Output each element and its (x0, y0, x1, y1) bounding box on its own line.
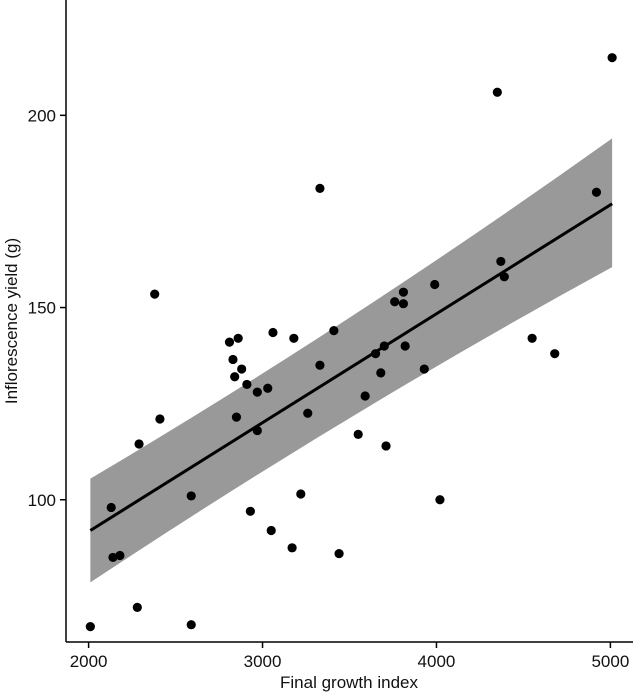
x-tick-label: 3000 (244, 652, 282, 671)
data-point (379, 341, 389, 351)
data-point (134, 439, 144, 449)
data-point (287, 543, 297, 553)
data-point (376, 368, 386, 378)
data-point (390, 297, 400, 307)
data-point (242, 379, 252, 390)
data-point (263, 383, 273, 393)
data-points (85, 53, 617, 632)
data-point (370, 349, 381, 359)
x-tick-label: 2000 (70, 652, 108, 671)
data-point (496, 256, 506, 267)
data-point (186, 620, 196, 630)
data-point (108, 552, 118, 563)
data-point (186, 491, 196, 501)
data-point (155, 414, 165, 424)
data-point (398, 287, 409, 297)
data-point (353, 429, 363, 440)
y-axis-title: Inflorescence yield (g) (2, 238, 21, 404)
data-point (231, 412, 242, 422)
regression-line (89, 202, 613, 532)
data-point (132, 602, 142, 613)
y-axis-ticks: 100 150 200 (28, 106, 66, 510)
data-point (85, 622, 95, 632)
data-point (419, 364, 429, 374)
data-point (499, 272, 509, 282)
data-point (224, 337, 235, 347)
data-point (252, 425, 262, 436)
data-point (296, 489, 306, 499)
data-point (591, 187, 602, 197)
x-tick-label: 5000 (591, 652, 629, 671)
data-point (435, 495, 445, 505)
confidence-band (90, 138, 613, 583)
y-tick-label: 150 (28, 299, 56, 318)
data-point (329, 326, 339, 336)
y-tick-label: 200 (28, 106, 56, 125)
data-point (266, 525, 276, 536)
data-point (252, 387, 262, 397)
data-point (381, 441, 391, 451)
data-point (115, 550, 125, 561)
data-point (233, 333, 243, 343)
x-axis-title: Final growth index (280, 673, 418, 692)
data-point (334, 548, 344, 559)
data-point (245, 506, 255, 516)
data-point (492, 87, 502, 97)
data-point (289, 333, 299, 343)
data-point (360, 391, 370, 401)
x-tick-label: 4000 (418, 652, 456, 671)
data-point (527, 333, 537, 343)
data-point (400, 341, 410, 351)
data-point (430, 279, 440, 290)
data-point (106, 502, 116, 513)
data-point (237, 364, 247, 374)
data-point (150, 289, 160, 299)
data-point (607, 53, 617, 63)
data-point (268, 327, 278, 338)
y-tick-label: 100 (28, 491, 56, 510)
data-point (315, 183, 325, 193)
data-point (303, 408, 313, 418)
data-point (550, 349, 560, 359)
data-point (315, 360, 325, 370)
data-point (228, 354, 238, 365)
data-point (398, 299, 409, 309)
data-point (230, 372, 240, 382)
x-axis-ticks: 2000 3000 4000 5000 (70, 642, 629, 671)
